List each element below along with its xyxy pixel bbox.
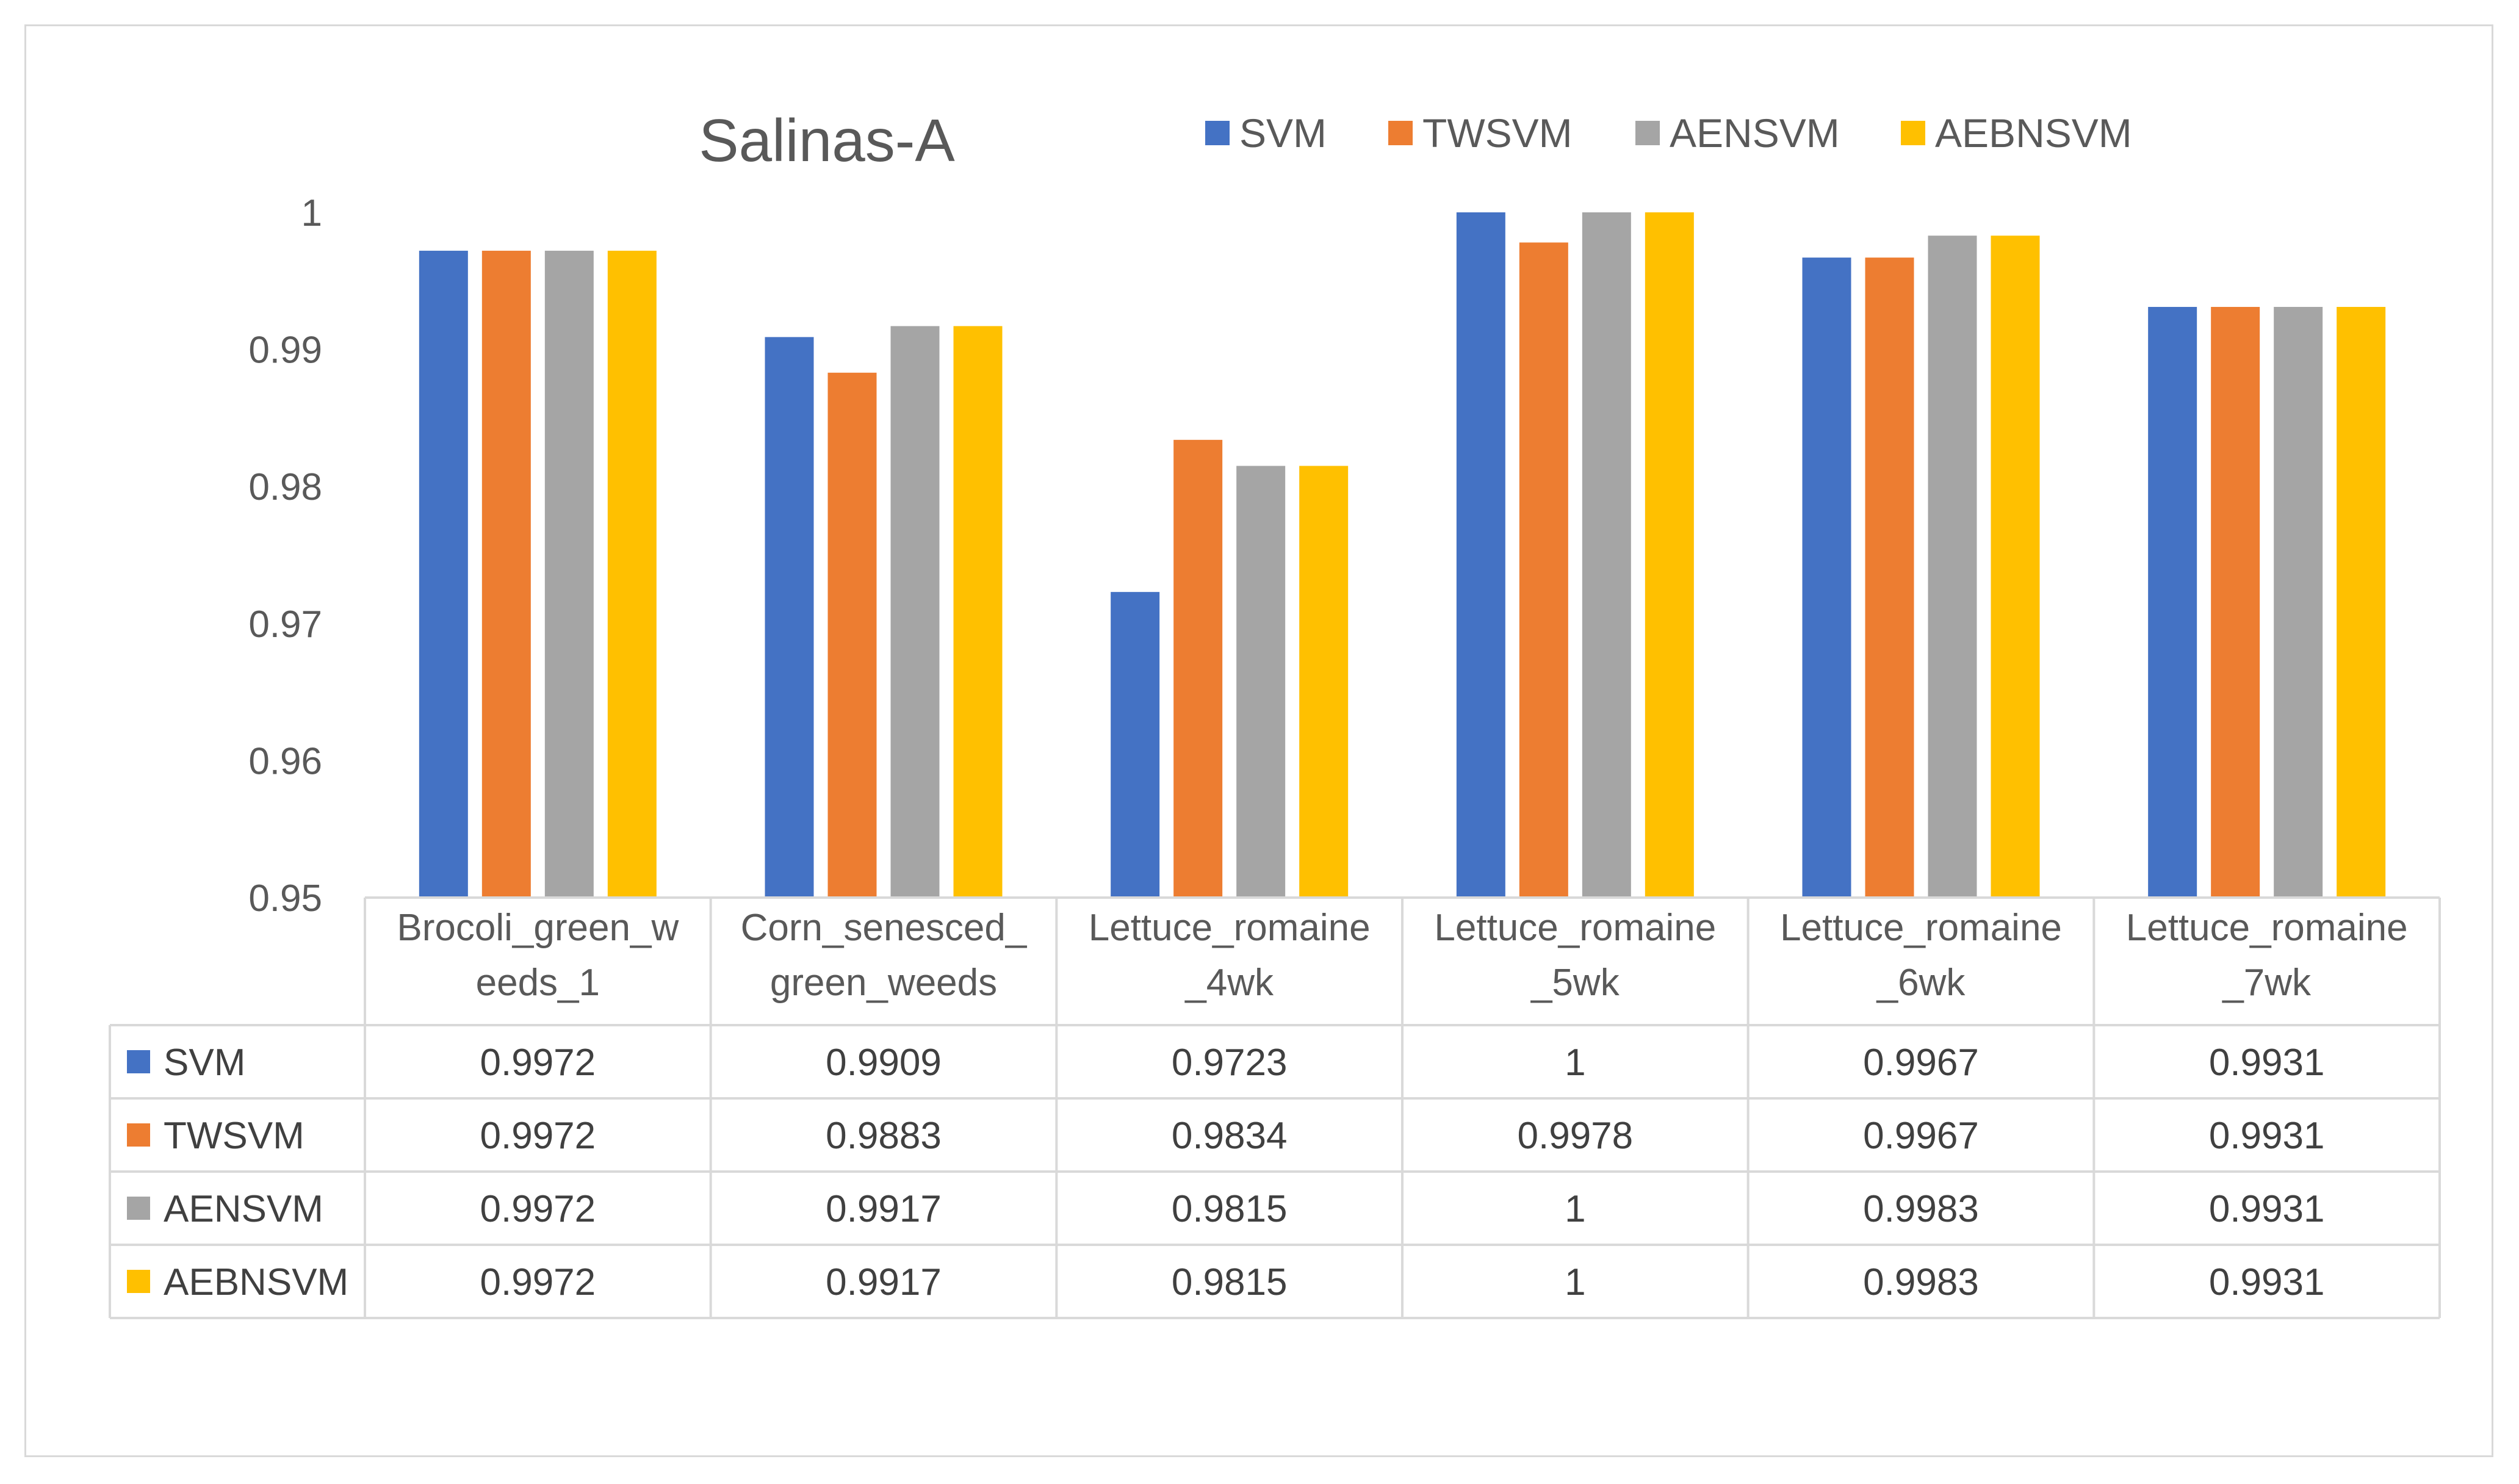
data-table: Brocoli_green_w eeds_1 Corn_senesced_green… bbox=[109, 896, 2441, 1319]
bar-aensvm-2 bbox=[890, 326, 940, 898]
table-cell: 0.9983 bbox=[1863, 1188, 1979, 1230]
bar-twsvm-5 bbox=[1865, 258, 1914, 898]
category-label: _4wk bbox=[1184, 962, 1274, 1004]
table-cell: 0.9834 bbox=[1172, 1115, 1288, 1157]
table-cell: 0.9931 bbox=[2209, 1261, 2325, 1303]
category-label: Lettuce_romaine bbox=[1780, 907, 2062, 949]
table-cell: 0.9972 bbox=[480, 1261, 596, 1303]
bar-aebnsvm-4 bbox=[1645, 212, 1694, 898]
bar-svm-1 bbox=[419, 250, 468, 898]
table-cell: 0.9967 bbox=[1863, 1115, 1979, 1157]
bar-svm-3 bbox=[1111, 592, 1160, 898]
legend-label-aensvm: AENSVM bbox=[1670, 110, 1840, 156]
legend-swatch-aensvm bbox=[1635, 121, 1660, 145]
bar-twsvm-1 bbox=[481, 250, 531, 898]
bar-twsvm-6 bbox=[2211, 306, 2260, 898]
chart-title: Salinas-A bbox=[699, 107, 955, 174]
category-label: Lettuce_romaine bbox=[1434, 907, 1716, 949]
table-swatch-aebnsvm bbox=[127, 1270, 150, 1293]
table-cell: 0.9931 bbox=[2209, 1042, 2325, 1084]
table-cell: 0.9983 bbox=[1863, 1261, 1979, 1303]
legend-swatch-svm bbox=[1205, 121, 1230, 145]
y-tick-label: 1 bbox=[301, 192, 322, 234]
bar-twsvm-2 bbox=[827, 372, 877, 898]
bar-twsvm-3 bbox=[1173, 439, 1223, 898]
bar-aebnsvm-1 bbox=[607, 250, 657, 898]
bar-aensvm-6 bbox=[2274, 306, 2323, 898]
table-row-label: TWSVM bbox=[164, 1115, 305, 1157]
table-cell: 0.9723 bbox=[1172, 1042, 1288, 1084]
y-axis: 0.95 0.96 0.97 0.98 0.99 1 bbox=[248, 192, 322, 920]
bar-aebnsvm-3 bbox=[1299, 466, 1349, 898]
category-label: Corn_senesced_ bbox=[741, 907, 1028, 949]
table-cell: 0.9815 bbox=[1172, 1188, 1288, 1230]
table-cell: 0.9978 bbox=[1518, 1115, 1634, 1157]
bar-aensvm-5 bbox=[1928, 236, 1977, 898]
bar-aensvm-1 bbox=[544, 250, 594, 898]
y-tick-label: 0.96 bbox=[248, 740, 322, 782]
y-tick-label: 0.98 bbox=[248, 466, 322, 508]
table-cell: 1 bbox=[1565, 1042, 1585, 1084]
bar-svm-6 bbox=[2148, 306, 2197, 898]
legend-label-svm: SVM bbox=[1239, 110, 1327, 156]
table-cell: 0.9917 bbox=[826, 1188, 942, 1230]
bar-aebnsvm-5 bbox=[1991, 236, 2040, 898]
table-swatch-svm bbox=[127, 1050, 150, 1073]
category-label: _7wk bbox=[2222, 962, 2312, 1004]
table-cell: 0.9917 bbox=[826, 1261, 942, 1303]
category-label: _6wk bbox=[1876, 962, 1966, 1004]
table-swatch-aensvm bbox=[127, 1197, 150, 1220]
bar-twsvm-4 bbox=[1519, 242, 1568, 898]
table-cell: 0.9967 bbox=[1863, 1042, 1979, 1084]
legend-label-aebnsvm: AEBNSVM bbox=[1935, 110, 2132, 156]
table-cell: 1 bbox=[1565, 1261, 1585, 1303]
bar-aensvm-4 bbox=[1582, 212, 1631, 898]
table-cell: 0.9909 bbox=[826, 1042, 942, 1084]
bars bbox=[419, 212, 2386, 898]
table-cell: 0.9972 bbox=[480, 1115, 596, 1157]
legend-swatch-aebnsvm bbox=[1901, 121, 1925, 145]
category-label: _5wk bbox=[1530, 962, 1620, 1004]
bar-aebnsvm-2 bbox=[953, 326, 1003, 898]
table-cell: 0.9972 bbox=[480, 1042, 596, 1084]
category-label: Lettuce_romaine bbox=[2126, 907, 2408, 949]
legend-label-twsvm: TWSVM bbox=[1422, 110, 1573, 156]
bar-svm-4 bbox=[1456, 212, 1505, 898]
table-swatch-twsvm bbox=[127, 1123, 150, 1147]
bar-svm-5 bbox=[1802, 258, 1851, 898]
table-row-label: AENSVM bbox=[164, 1188, 323, 1230]
table-row-label: AEBNSVM bbox=[164, 1261, 348, 1303]
table-row-label: SVM bbox=[164, 1042, 245, 1084]
table-cell: 0.9931 bbox=[2209, 1188, 2325, 1230]
table-cell: 0.9883 bbox=[826, 1115, 942, 1157]
bar-svm-2 bbox=[765, 337, 814, 898]
bar-aebnsvm-6 bbox=[2337, 306, 2386, 898]
legend-swatch-twsvm bbox=[1388, 121, 1413, 145]
table-cell: 1 bbox=[1565, 1188, 1585, 1230]
category-label: Brocoli_green_w bbox=[397, 907, 679, 949]
bar-aensvm-3 bbox=[1236, 466, 1286, 898]
table-cell: 0.9931 bbox=[2209, 1115, 2325, 1157]
table-cell: 0.9972 bbox=[480, 1188, 596, 1230]
category-label: green_weeds bbox=[770, 962, 997, 1004]
legend: SVM TWSVM AENSVM AEBNSVM bbox=[1205, 110, 2132, 156]
y-tick-label: 0.95 bbox=[248, 877, 322, 920]
category-label: Lettuce_romaine bbox=[1089, 907, 1371, 949]
category-label: eeds_1 bbox=[476, 962, 600, 1004]
y-tick-label: 0.97 bbox=[248, 603, 322, 646]
y-tick-label: 0.99 bbox=[248, 330, 322, 372]
chart-frame bbox=[24, 24, 2493, 1457]
table-cell: 0.9815 bbox=[1172, 1261, 1288, 1303]
